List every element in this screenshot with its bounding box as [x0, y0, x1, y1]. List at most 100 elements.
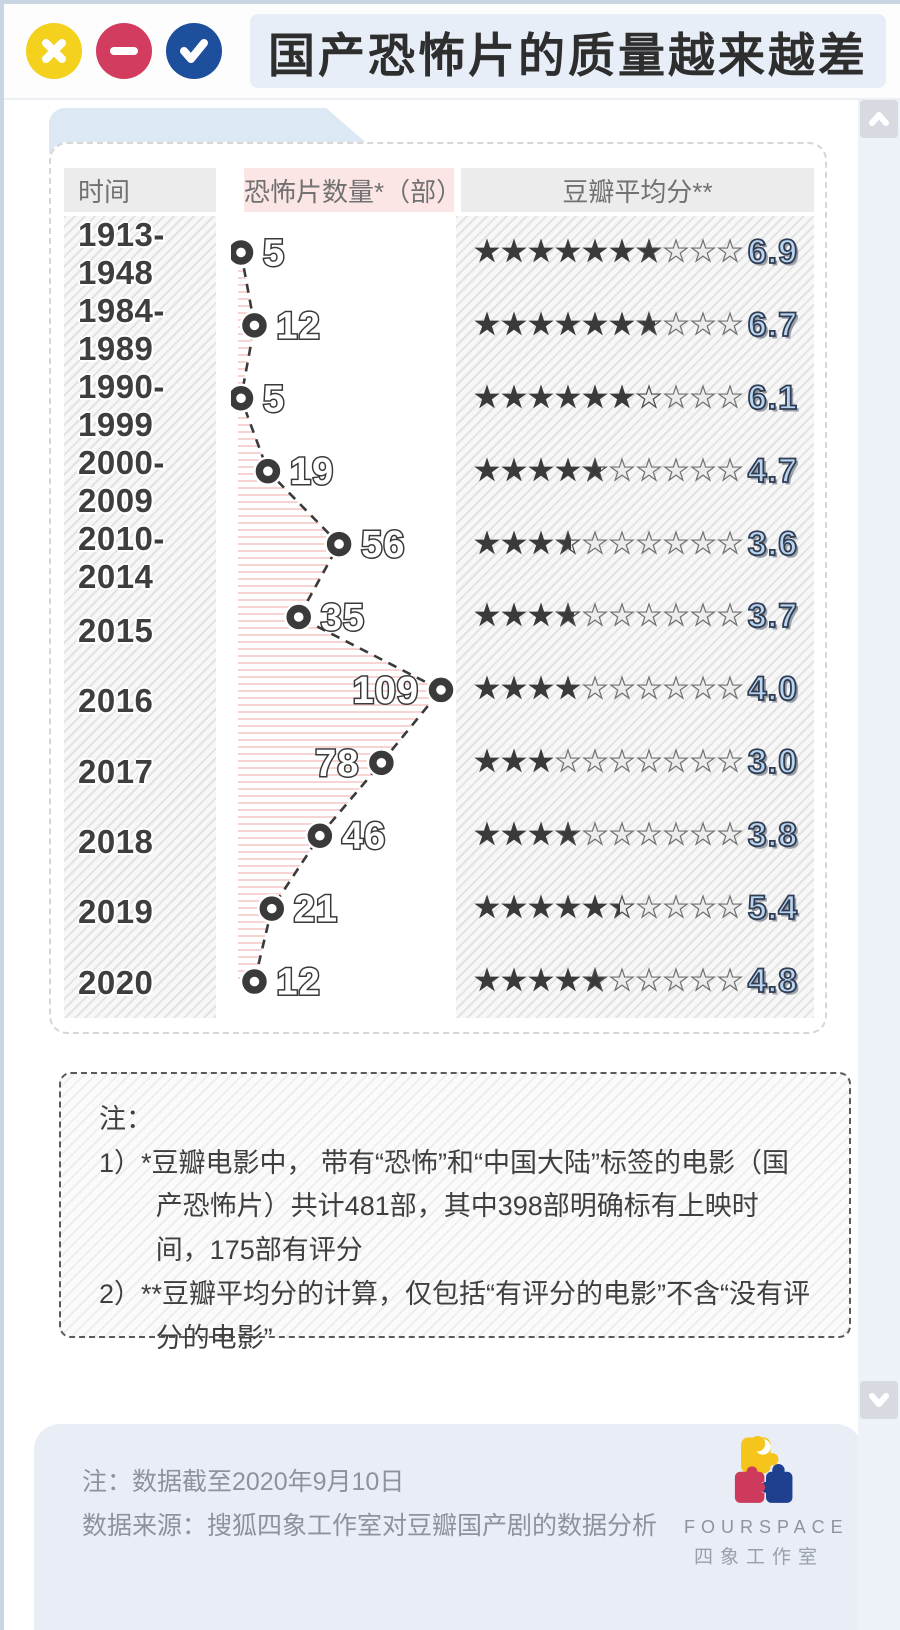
footer-note: 注：数据截至2020年9月10日: [82, 1468, 405, 1496]
star-icon: ★: [635, 819, 663, 852]
scrollbar[interactable]: [858, 100, 900, 1630]
brand-name-en: FOURSPACE: [684, 1517, 849, 1537]
star-icon: ★: [581, 527, 609, 560]
star-icon: ★: [501, 381, 528, 414]
star-icon: ★: [581, 600, 609, 633]
star-icon: ★: [635, 381, 663, 414]
star-icon: ★: [581, 673, 609, 706]
score-value: 3.8: [747, 815, 798, 855]
chart-card: 时间 恐怖片数量*（部） 豆瓣平均分** 1913-1948 1984-1989 1…: [49, 142, 827, 1034]
star-icon: ★: [555, 965, 582, 998]
star-icon: ★: [662, 746, 690, 779]
star-icon: ★: [528, 308, 555, 341]
count-value-label: 46: [342, 816, 386, 858]
scroll-up-button[interactable]: [860, 100, 898, 138]
star-icon: ★: [689, 673, 717, 706]
minimize-button[interactable]: [96, 23, 152, 79]
star-icon: ★: [581, 819, 609, 852]
star-icon: ★: [662, 308, 690, 341]
period-label: 2019: [78, 893, 154, 931]
star-icon: ★: [608, 454, 636, 487]
star-icon: ★: [662, 892, 690, 925]
star-icon: ★: [528, 819, 555, 852]
period-label: 2018: [78, 823, 154, 861]
star-icon: ★: [581, 454, 609, 487]
count-value-label: 21: [294, 889, 338, 931]
note-item: 1）*豆瓣电影中， 带有“恐怖”和“中国大陆”标签的电影（国产恐怖片）共计481…: [99, 1147, 789, 1266]
star-icon: ★: [635, 235, 663, 268]
star-icon: ★: [582, 235, 609, 268]
note-item: 2）**豆瓣平均分的计算，仅包括“有评分的电影”不含“没有评分的电影”: [99, 1278, 811, 1353]
table-row: ★★★★★★★★★★ 6.1: [456, 362, 814, 435]
star-icon: ★: [662, 527, 690, 560]
table-row: 2019: [64, 877, 216, 947]
star-rating: ★★★★★★★★★★: [474, 965, 744, 998]
star-icon: ★: [474, 892, 501, 925]
count-value-label: 12: [276, 305, 320, 347]
star-icon: ★: [716, 673, 744, 706]
star-icon: ★: [474, 454, 501, 487]
star-icon: ★: [716, 892, 744, 925]
star-rating: ★★★★★★★★★★: [474, 235, 744, 268]
score-value: 3.0: [747, 742, 798, 782]
notes-list: 1）*豆瓣电影中， 带有“恐怖”和“中国大陆”标签的电影（国产恐怖片）共计481…: [99, 1142, 811, 1361]
chevron-up-icon: [869, 112, 889, 126]
star-icon: ★: [554, 819, 582, 852]
star-icon: ★: [689, 819, 717, 852]
star-icon: ★: [501, 746, 528, 779]
score-value: 4.7: [747, 451, 798, 491]
star-icon: ★: [689, 965, 717, 998]
star-icon: ★: [608, 600, 636, 633]
count-value-label: 78: [315, 743, 359, 785]
period-label: 1990-1999: [78, 368, 165, 443]
table-row: 1913-1948: [64, 216, 216, 292]
star-icon: ★: [474, 819, 501, 852]
table-row: 2000-2009: [64, 444, 216, 520]
star-icon: ★: [635, 673, 663, 706]
notes-title: 注：: [99, 1104, 153, 1134]
table-row: 2020: [64, 948, 216, 1018]
score-value: 3.6: [747, 524, 798, 564]
data-point: 19: [253, 450, 335, 495]
star-rating: ★★★★★★★★★★: [474, 527, 744, 560]
scroll-down-button[interactable]: [860, 1381, 898, 1419]
score-value: 5.4: [747, 888, 798, 928]
period-label: 1913-1948: [78, 216, 165, 291]
data-point: 12: [239, 304, 321, 349]
star-icon: ★: [716, 381, 744, 414]
count-area-fill: [238, 252, 441, 982]
star-icon: ★: [689, 454, 717, 487]
notes-box: 注： 1）*豆瓣电影中， 带有“恐怖”和“中国大陆”标签的电影（国产恐怖片）共计…: [59, 1072, 851, 1353]
star-icon: ★: [689, 746, 717, 779]
star-icon: ★: [528, 746, 555, 779]
brand-name-cn: 四象工作室: [693, 1547, 824, 1568]
confirm-button[interactable]: [166, 23, 222, 79]
star-icon: ★: [554, 600, 582, 633]
period-label: 2010-2014: [78, 520, 165, 595]
star-rating: ★★★★★★★★★★: [474, 454, 744, 487]
score-value: 4.8: [747, 961, 798, 1001]
window-buttons: [26, 23, 222, 79]
star-icon: ★: [474, 673, 501, 706]
star-icon: ★: [501, 965, 528, 998]
star-icon: ★: [609, 381, 636, 414]
star-icon: ★: [555, 235, 582, 268]
score-value: 3.7: [747, 597, 798, 637]
period-label: 2000-2009: [78, 444, 165, 519]
star-icon: ★: [662, 673, 690, 706]
star-icon: ★: [609, 235, 636, 268]
star-icon: ★: [501, 454, 528, 487]
close-button[interactable]: [26, 23, 82, 79]
star-icon: ★: [528, 454, 555, 487]
period-label: 2015: [78, 612, 154, 650]
star-icon: ★: [528, 892, 555, 925]
table-row: 2018: [64, 807, 216, 877]
star-icon: ★: [554, 527, 582, 560]
star-icon: ★: [716, 527, 744, 560]
data-point: 12: [239, 960, 321, 1005]
star-icon: ★: [608, 819, 636, 852]
star-icon: ★: [474, 235, 501, 268]
data-point: 5: [231, 377, 286, 422]
